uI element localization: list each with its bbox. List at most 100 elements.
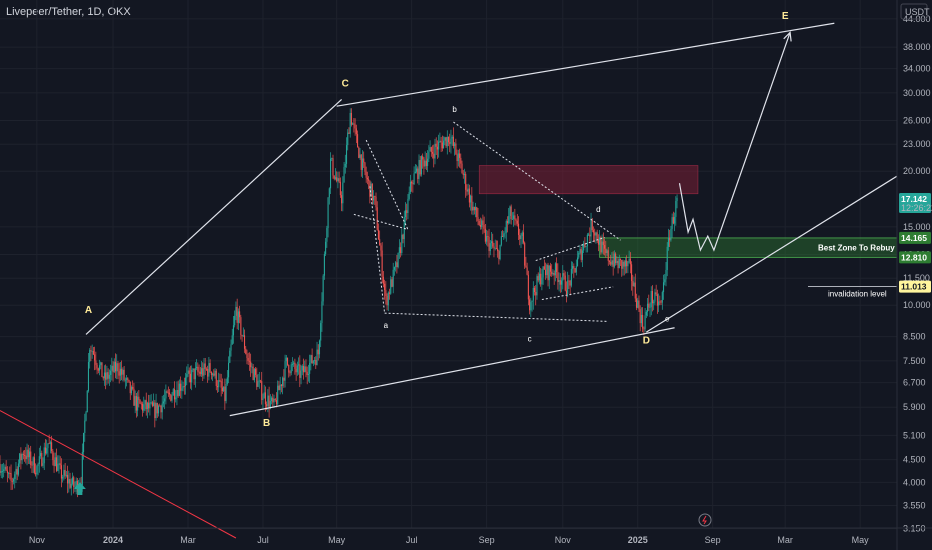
candle-body [197,366,199,372]
candle-body [75,480,77,487]
candle-body [138,396,140,401]
y-tick-label: 23.000 [903,139,931,149]
candle-body [315,360,317,365]
candle-body [560,280,563,285]
candle-body [178,383,180,396]
candle-body [84,420,86,433]
candle-body [322,275,324,302]
candle-body [73,477,75,488]
candle-body [413,173,415,185]
candle-body [502,236,504,237]
candle-body [243,335,246,349]
candle-body [310,355,312,363]
rebuy-zone-label: Best Zone To Rebuy [818,244,895,253]
x-tick-label: 2025 [628,535,648,545]
projection-arrowhead [783,31,792,42]
candle-body [171,395,173,401]
candle-body [651,291,654,304]
candle-body [579,249,581,253]
candle-body [504,232,506,234]
candle-body [562,273,564,281]
candle-body [425,160,427,166]
candle-body [100,362,102,366]
candle-body [46,448,48,454]
candle-body [0,463,1,473]
candle-body [427,158,429,166]
candle-body [597,239,599,245]
currency-button-label[interactable]: USDT [905,7,930,17]
candle-body [513,215,515,219]
candle-body [278,385,280,391]
candle-body [385,290,387,296]
candle-body [215,370,217,386]
candle-body [601,241,603,253]
candle-body [416,168,418,172]
y-tick-label: 11.500 [903,273,930,283]
candle-body [293,362,295,365]
candle-body [0,471,2,473]
candle-body [365,171,367,178]
rebuy-bottom-price-box [899,251,931,264]
candle-body [446,136,448,147]
candle-body [398,247,400,253]
candle-body [105,372,107,380]
candle-body [98,365,101,371]
candle-body [6,470,8,474]
candle-body [291,364,293,366]
y-tick-label: 10.000 [903,300,931,310]
candle-body [230,344,232,351]
candle-body [20,453,22,461]
candle-body [74,486,76,488]
candle-body [67,475,69,484]
candle-body [634,282,636,299]
candle-body [65,475,67,476]
candle-body [143,404,145,411]
candle-body [369,180,371,197]
candle-body [280,384,282,387]
candle-body [234,315,236,326]
candle-body [395,262,397,268]
candle-body [606,250,608,254]
candle-body [255,369,257,375]
candle-body [289,372,291,374]
candle-body [321,301,323,324]
candle-body [41,453,43,466]
candle-body [11,481,13,482]
candle-body [645,311,647,316]
x-tick-label: Mar [777,535,793,545]
candle-body [257,381,259,387]
candle-body [520,235,522,240]
candle-body [259,380,262,382]
candle-body [172,389,174,396]
y-tick-label: 5.100 [903,430,926,440]
candle-body [221,387,223,392]
candle-body [337,178,339,182]
wave-label: C [342,79,349,90]
candle-body [404,210,407,218]
candle-body [674,216,676,224]
candle-body [266,404,268,407]
candle-body [119,368,121,376]
candle-body [268,395,270,408]
candle-body [661,292,663,303]
candle-body [177,389,179,396]
candle-body [374,196,376,197]
candle-body [275,400,278,405]
candle-body [139,400,141,404]
lightning-bolt-icon [702,515,707,525]
candle-body [161,403,163,413]
candle-body [208,363,210,377]
candle-body [545,269,547,276]
candle-body [549,265,552,272]
y-tick-label: 8.500 [903,332,926,342]
candle-body [216,385,219,388]
candle-body [183,386,185,387]
candle-body [377,229,380,240]
candle-body [570,268,572,286]
candle-body [4,466,6,470]
candle-body [214,370,216,376]
candles [0,108,678,498]
candle-body [477,217,479,221]
